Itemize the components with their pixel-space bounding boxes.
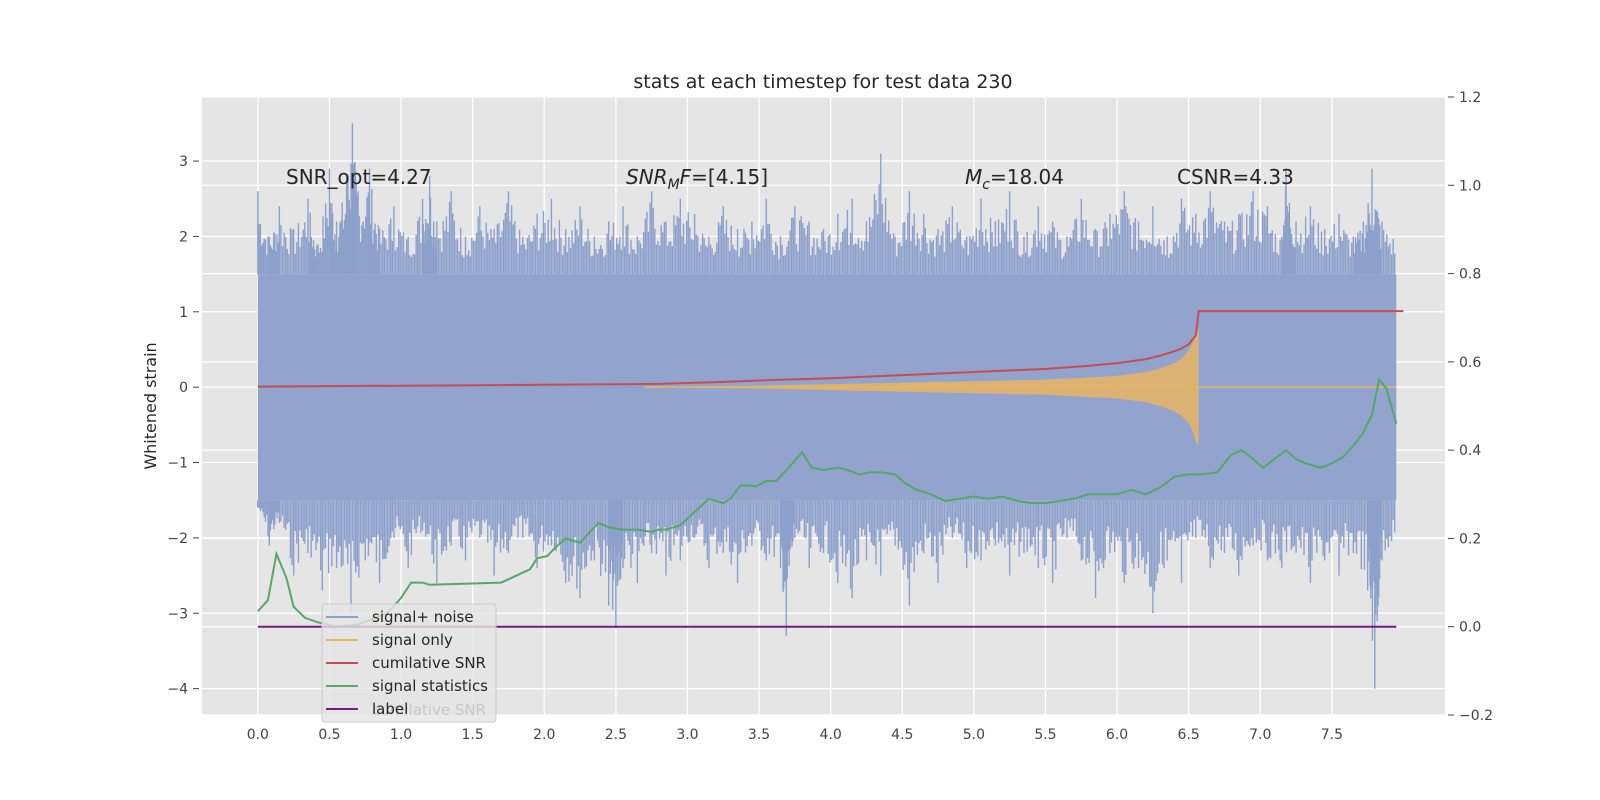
y2-tick-label: 1.2 [1459, 90, 1481, 106]
legend-box [321, 603, 497, 723]
x-tick-label: 1.0 [390, 727, 412, 743]
legend-label: signal statistics [372, 677, 488, 695]
series-line-cumilative-snr [257, 310, 1404, 388]
y2-tick-label: 0.0 [1459, 620, 1481, 636]
y2-tick-label: 0.4 [1459, 443, 1481, 459]
x-tick-label: 3.5 [748, 727, 770, 743]
y-tick-label: 3 [179, 154, 188, 170]
legend-hidden-text: cumilative SNR [372, 701, 486, 719]
x-tick-label: 2.0 [533, 727, 555, 743]
y-tick-label: −4 [167, 682, 188, 698]
x-tick-label: 4.0 [820, 727, 842, 743]
x-tick-label: 6.5 [1178, 727, 1200, 743]
legend-label: cumilative SNR [372, 654, 486, 672]
chart-title: stats at each timestep for test data 230 [633, 71, 1012, 93]
series-signal-only [644, 328, 1397, 446]
x-tick-label: 6.0 [1106, 727, 1128, 743]
y-tick-label: 0 [179, 380, 188, 396]
annotation-snr-mf: SNRMF=[4.15] [626, 165, 768, 193]
y-tick-label: −2 [167, 531, 188, 547]
x-tick-label: 1.5 [462, 727, 484, 743]
annotation-snr-opt: SNR_opt=4.27 [286, 165, 432, 189]
y-tick-label: −3 [167, 606, 188, 622]
x-tick-label: 4.5 [891, 727, 913, 743]
legend-label: label [372, 700, 408, 718]
x-axis-ticks: 0.0 0.5 1.0 1.5 2.0 2.5 3.0 3.5 4.0 4.5 5.0 5.5 6.0 6… [247, 727, 1343, 743]
x-tick-label: 0.5 [318, 727, 340, 743]
annotation-mc: Mc=18.04 [965, 165, 1064, 193]
y-tick-label: 1 [179, 305, 188, 321]
y-tick-label: 2 [179, 229, 188, 245]
y2-tick-label: 1.0 [1459, 178, 1481, 194]
y-axis-label: Whitened strain [141, 342, 160, 469]
legend-label: signal only [372, 631, 453, 649]
right-axis-ticks: −0.2 0.0 0.2 0.4 0.6 0.8 1.0 1.2 [1448, 90, 1493, 724]
x-tick-label: 2.5 [605, 727, 627, 743]
legend-label: signal+ noise [372, 608, 474, 626]
x-tick-label: 5.5 [1034, 727, 1056, 743]
annotation-csnr: CSNR=4.33 [1177, 165, 1294, 189]
x-tick-label: 5.0 [963, 727, 985, 743]
y2-tick-label: −0.2 [1459, 708, 1493, 724]
x-tick-label: 3.0 [676, 727, 698, 743]
legend: cumilative SNR signal+ noise signal only cu… [321, 603, 497, 723]
x-tick-label: 0.0 [247, 727, 269, 743]
y2-tick-label: 0.6 [1459, 355, 1481, 371]
y-axis-ticks: −4 −3 −2 −1 0 1 2 3 [167, 154, 199, 698]
x-tick-label: 7.5 [1321, 727, 1343, 743]
y2-tick-label: 0.2 [1459, 531, 1481, 547]
y2-tick-label: 0.8 [1459, 267, 1481, 283]
y-tick-label: −1 [167, 456, 188, 472]
x-tick-label: 7.0 [1249, 727, 1271, 743]
series-line-signal-statistics [257, 377, 1398, 628]
